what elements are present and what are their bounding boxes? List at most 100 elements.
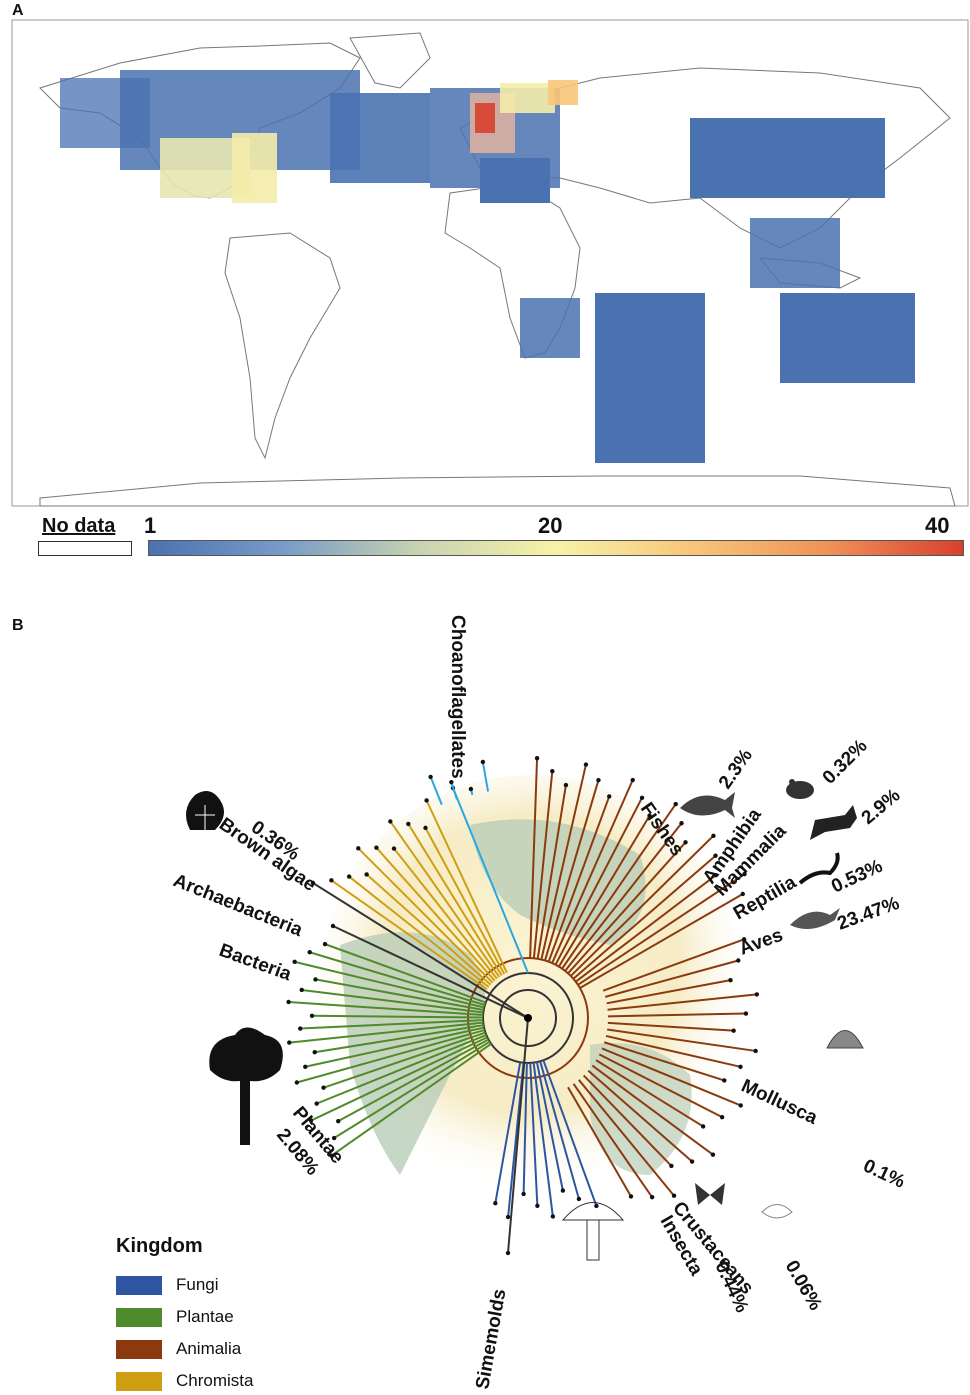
tree-tip — [753, 1048, 758, 1054]
tree-branch — [564, 822, 683, 972]
label-bacteria: Bacteria — [216, 940, 294, 986]
tree-branch — [407, 823, 503, 976]
tree-tip — [743, 1011, 749, 1016]
tree-branch — [294, 960, 485, 1009]
tree-branch — [365, 873, 492, 986]
tree-branch — [607, 1028, 756, 1052]
tree-tip — [563, 782, 569, 788]
tree-branch — [595, 1059, 704, 1128]
tree-branch — [539, 1061, 580, 1200]
tree-tip — [307, 950, 312, 955]
tree-tip — [630, 777, 635, 783]
tree-branch — [375, 847, 496, 982]
color-scale-bar — [148, 540, 964, 556]
tree-branch — [598, 1053, 723, 1119]
tree-tip — [346, 874, 352, 879]
tree-tip — [669, 1163, 674, 1169]
no-data-swatch — [38, 541, 132, 556]
tree-tip — [560, 1188, 566, 1193]
panel-b-tree: B — [0, 615, 970, 1395]
tree-tip — [299, 987, 304, 993]
tree-branch — [602, 938, 745, 992]
tree-tip — [391, 846, 397, 851]
scale-min-label: 1 — [144, 513, 157, 538]
tree-tip — [505, 1214, 511, 1220]
panel-a-label: A — [12, 2, 24, 19]
tree-branch — [324, 943, 487, 1004]
tree-branch — [579, 893, 744, 989]
tree-branch — [603, 1041, 725, 1082]
tree-branch — [561, 803, 677, 970]
fish-icon — [680, 792, 735, 818]
tree-branch — [591, 1064, 714, 1156]
label-simemolds: Simemolds — [472, 1287, 510, 1390]
tree-branch — [535, 1061, 564, 1191]
tree-tip — [521, 1191, 526, 1197]
tree-branch — [558, 815, 651, 968]
butterfly-icon — [695, 1183, 725, 1205]
legend-item-fungi: Fungi — [116, 1275, 219, 1295]
tree-branch — [540, 764, 587, 960]
world-map — [11, 19, 969, 507]
no-data-label: No data — [42, 515, 116, 537]
tree-tip — [336, 1118, 341, 1124]
tree-tip — [364, 872, 369, 877]
tree-icon — [209, 1027, 283, 1145]
tree-branch — [393, 847, 498, 980]
tree-branch — [330, 879, 488, 991]
tree-tip — [683, 840, 688, 845]
tree-branch — [567, 1086, 632, 1197]
tree-root-node — [524, 1014, 532, 1022]
tree-tip — [594, 1203, 599, 1209]
tree-branch — [572, 1083, 653, 1198]
tree-branch — [544, 779, 600, 961]
tree-tip — [322, 941, 328, 947]
tree-branch — [389, 820, 501, 978]
tree-branch — [547, 796, 611, 963]
legend-swatch — [116, 1339, 162, 1359]
tree-tip — [388, 819, 393, 824]
tree-branch — [522, 1062, 528, 1194]
tree-tip — [493, 1200, 498, 1206]
tree-tip — [738, 1103, 743, 1108]
legend-swatch — [116, 1275, 162, 1295]
legend-item-animalia: Animalia — [116, 1339, 241, 1359]
tree-branch — [582, 1074, 673, 1167]
tree-branch — [316, 1033, 487, 1105]
tree-branch — [357, 847, 494, 984]
tree-branch — [536, 784, 567, 959]
tree-tip — [308, 1118, 314, 1123]
label-mammalia-pct: 2.9% — [858, 785, 905, 829]
tree-ring — [499, 989, 557, 1047]
tree-tip — [310, 880, 316, 886]
heatmap-cells — [60, 70, 915, 463]
tree-tip — [314, 1101, 319, 1106]
tree-tip — [738, 1064, 743, 1070]
tree-tip — [449, 779, 454, 785]
tree-tip — [292, 959, 297, 965]
bird-icon — [790, 908, 840, 929]
tree-tip — [534, 755, 540, 761]
tree-branch — [587, 1069, 693, 1163]
label-archaebacteria: Archaebacteria — [170, 870, 306, 941]
tree-tip — [671, 1193, 677, 1198]
tree-tip — [689, 1159, 695, 1164]
tree-tip — [731, 1028, 736, 1033]
tree-tip — [303, 1064, 308, 1069]
tree-tip — [647, 813, 652, 818]
tree-tip — [740, 891, 745, 897]
tree-tip — [480, 759, 486, 765]
tree-branch — [481, 761, 490, 792]
tree-branch — [507, 1062, 525, 1218]
tree-tip — [312, 1050, 317, 1055]
tree-branch — [330, 1042, 492, 1157]
tree-tip — [505, 1250, 511, 1256]
legend-title: Kingdom — [116, 1235, 203, 1257]
tree-branch — [577, 873, 746, 986]
frog-icon — [786, 779, 814, 799]
tree-tip — [550, 1214, 556, 1219]
tree-tip — [309, 1013, 315, 1018]
legend-swatch — [116, 1307, 162, 1327]
tree-branch — [575, 874, 717, 983]
tree-tip — [754, 992, 759, 997]
